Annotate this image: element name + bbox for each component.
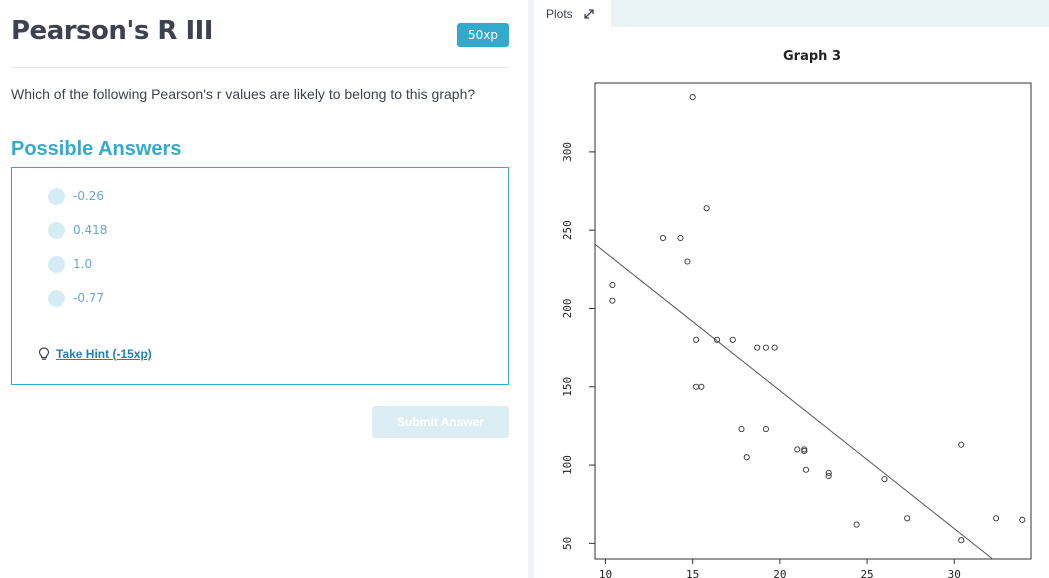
x-tick-label: 10 bbox=[599, 568, 612, 578]
lightbulb-icon bbox=[38, 347, 50, 360]
radio-button[interactable] bbox=[48, 187, 65, 205]
y-tick-label: 300 bbox=[561, 142, 574, 162]
data-point bbox=[743, 454, 750, 461]
data-point bbox=[729, 336, 736, 343]
data-point bbox=[609, 281, 616, 289]
plots-pane: Plots Graph 3 50 100 150 200 250 300 10 15 20 25… bbox=[534, 0, 1049, 578]
plot-frame bbox=[594, 82, 1032, 560]
expand-icon[interactable] bbox=[583, 8, 595, 20]
pane-separator[interactable] bbox=[528, 0, 534, 578]
data-point bbox=[958, 537, 965, 544]
data-point bbox=[693, 336, 700, 343]
radio-button[interactable] bbox=[48, 289, 65, 307]
y-axis: 50 100 150 200 250 300 bbox=[561, 142, 595, 550]
data-point bbox=[754, 344, 761, 351]
plots-tabbar: Plots bbox=[534, 0, 1049, 27]
data-point bbox=[659, 234, 667, 242]
option-label: 1.0 bbox=[73, 257, 93, 271]
data-point bbox=[689, 94, 696, 101]
answer-option-2[interactable]: 0.418 bbox=[48, 221, 107, 239]
submit-answer-button[interactable]: Submit Answer bbox=[372, 406, 509, 438]
take-hint-link[interactable]: Take Hint (-15xp) bbox=[38, 347, 152, 361]
possible-answers-heading: Possible Answers bbox=[11, 138, 182, 160]
y-tick-label: 100 bbox=[561, 455, 574, 475]
answer-option-3[interactable]: 1.0 bbox=[48, 255, 92, 273]
radio-button[interactable] bbox=[48, 255, 65, 273]
data-point bbox=[1019, 516, 1026, 523]
data-point bbox=[801, 447, 808, 455]
data-point bbox=[993, 515, 1000, 522]
data-point bbox=[904, 515, 911, 522]
answer-option-1[interactable]: -0.26 bbox=[48, 187, 104, 205]
data-point bbox=[703, 205, 710, 212]
divider bbox=[11, 67, 509, 68]
data-point bbox=[693, 383, 700, 390]
x-tick-label: 20 bbox=[773, 568, 786, 578]
radio-button[interactable] bbox=[48, 221, 65, 239]
data-point bbox=[802, 466, 810, 473]
data-point bbox=[762, 425, 769, 433]
data-point bbox=[825, 469, 832, 476]
exercise-title: Pearson's R III bbox=[11, 16, 214, 46]
data-point bbox=[825, 472, 832, 480]
tab-label: Plots bbox=[546, 6, 573, 21]
data-point bbox=[677, 234, 684, 242]
xp-badge: 50xp bbox=[457, 23, 509, 47]
option-label: 0.418 bbox=[73, 223, 108, 237]
data-point bbox=[698, 383, 705, 390]
data-point bbox=[738, 425, 745, 433]
y-tick-label: 250 bbox=[561, 220, 574, 240]
y-tick-label: 50 bbox=[561, 537, 574, 550]
y-tick-label: 200 bbox=[561, 299, 574, 319]
data-point bbox=[684, 258, 691, 265]
data-point bbox=[771, 344, 778, 351]
data-point bbox=[881, 476, 888, 483]
data-point bbox=[714, 336, 721, 343]
x-tick-label: 30 bbox=[948, 568, 961, 578]
data-point bbox=[853, 521, 860, 528]
scatter-plot: Graph 3 50 100 150 200 250 300 10 15 20 25 30 bbox=[561, 49, 1032, 578]
x-tick-label: 25 bbox=[860, 568, 873, 578]
data-point bbox=[609, 297, 616, 304]
data-point bbox=[794, 446, 801, 453]
answer-option-4[interactable]: -0.77 bbox=[48, 289, 104, 307]
y-tick-label: 150 bbox=[561, 377, 574, 397]
data-point bbox=[762, 344, 769, 351]
tab-plots[interactable]: Plots bbox=[534, 0, 611, 27]
option-label: -0.77 bbox=[73, 291, 105, 305]
x-tick-label: 15 bbox=[686, 568, 699, 578]
answers-box: -0.26 0.418 1.0 -0.77 Take Hint (-15xp) bbox=[11, 167, 509, 385]
question-text: Which of the following Pearson's r value… bbox=[11, 86, 476, 102]
hint-label: Take Hint (-15xp) bbox=[56, 347, 152, 361]
exercise-pane: Pearson's R III 50xp Which of the follow… bbox=[11, 16, 509, 438]
data-points bbox=[609, 94, 1026, 544]
tabbar-background bbox=[611, 0, 1049, 27]
option-label: -0.26 bbox=[73, 189, 105, 203]
data-point bbox=[958, 441, 965, 448]
regression-line bbox=[594, 243, 993, 560]
chart-title: Graph 3 bbox=[783, 49, 841, 64]
x-axis: 10 15 20 25 30 bbox=[599, 559, 961, 578]
